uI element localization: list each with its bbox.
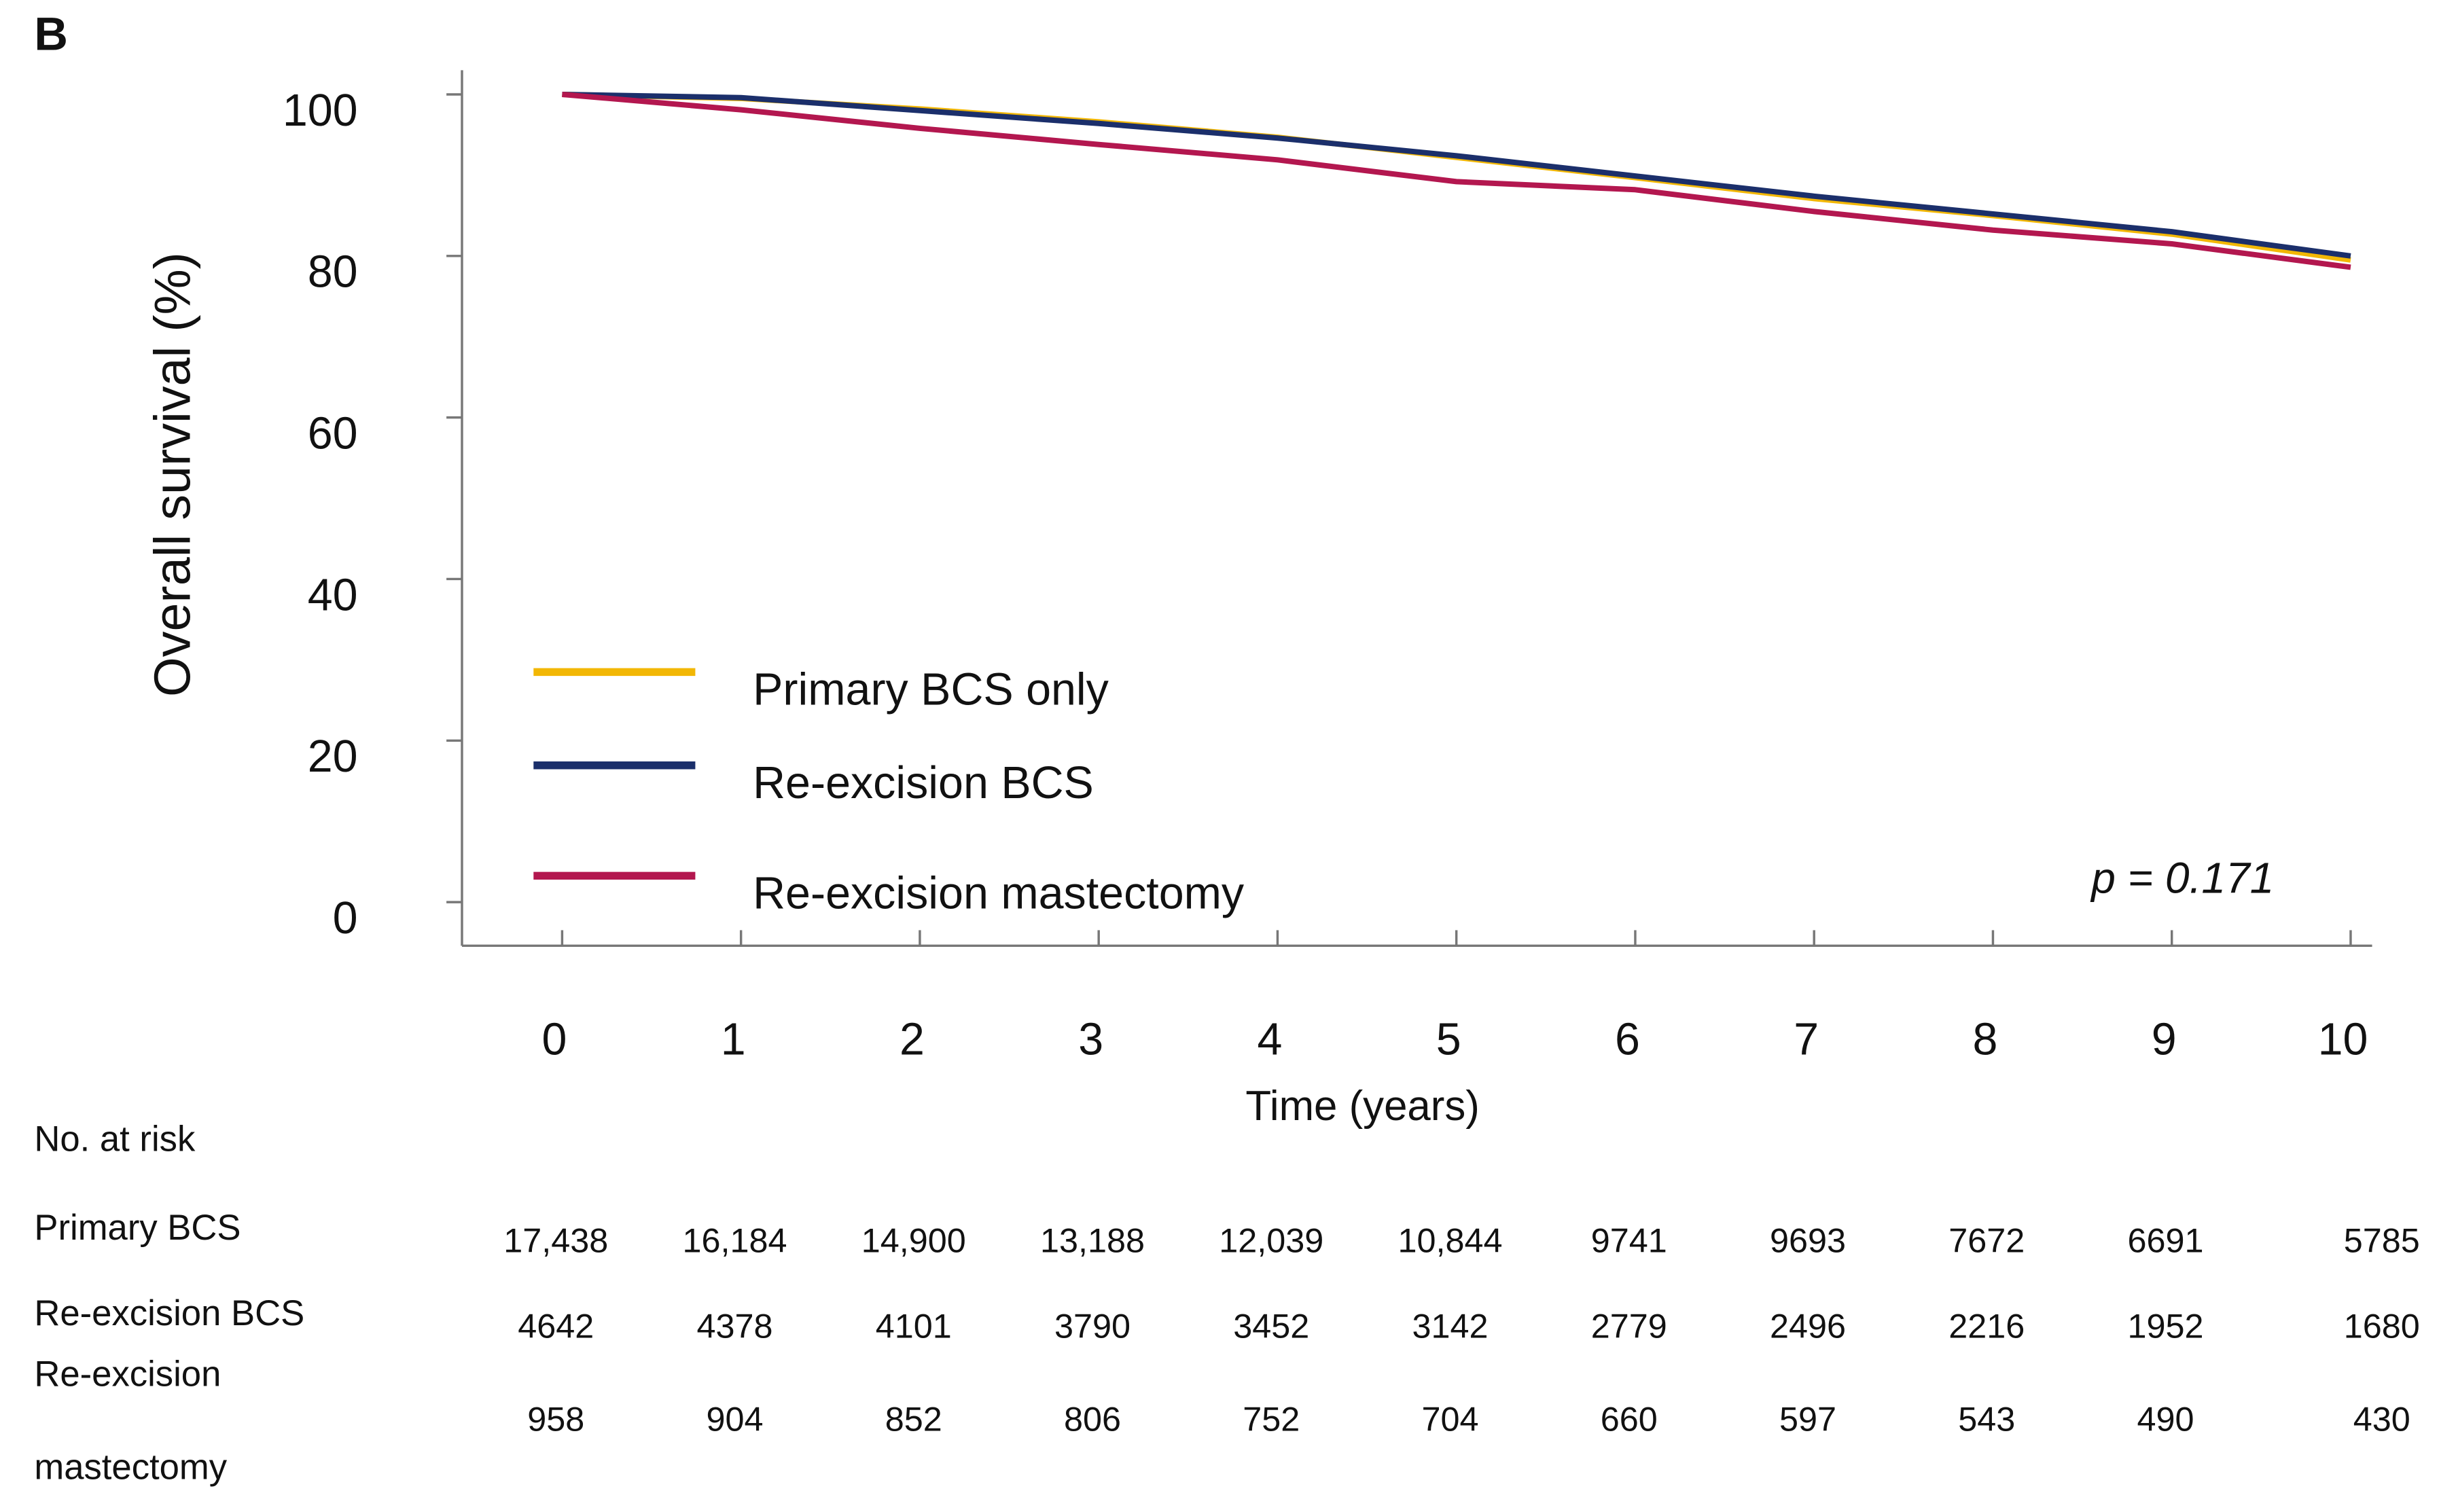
x-tick-label: 8 — [1973, 1015, 1998, 1065]
risk-count: 904 — [706, 1400, 763, 1439]
panel-label: B — [34, 8, 68, 60]
x-tick-label: 6 — [1615, 1015, 1640, 1065]
y-tick-label: 0 — [333, 893, 358, 943]
y-axis-label: Overall survival (%) — [144, 252, 201, 697]
x-tick-label: 7 — [1794, 1015, 1819, 1065]
risk-count: 597 — [1779, 1400, 1836, 1439]
risk-count: 660 — [1601, 1400, 1658, 1439]
x-tick-label: 9 — [2152, 1015, 2177, 1065]
risk-count: 9741 — [1591, 1221, 1667, 1259]
risk-count: 13,188 — [1040, 1221, 1145, 1259]
risk-count: 704 — [1422, 1400, 1479, 1439]
x-tick-label: 1 — [721, 1015, 746, 1065]
risk-count: 4101 — [876, 1306, 952, 1345]
y-tick-label: 20 — [308, 732, 358, 782]
x-tick-label: 3 — [1078, 1015, 1103, 1065]
risk-row-label: Re-excision — [34, 1354, 221, 1394]
risk-count: 3142 — [1412, 1306, 1489, 1345]
risk-row-label: Re-excision BCS — [34, 1293, 304, 1333]
risk-count: 12,039 — [1219, 1221, 1323, 1259]
risk-count: 490 — [2137, 1400, 2194, 1439]
survival-curve — [562, 91, 2351, 259]
risk-row-label: mastectomy — [34, 1447, 227, 1488]
risk-count: 4642 — [518, 1306, 594, 1345]
x-tick-label: 4 — [1258, 1015, 1283, 1065]
x-tick-label: 2 — [900, 1015, 925, 1065]
survival-curve — [562, 91, 2351, 270]
risk-count: 3452 — [1233, 1306, 1309, 1345]
risk-count: 6691 — [2128, 1221, 2204, 1259]
risk-count: 17,438 — [503, 1221, 608, 1259]
risk-count: 430 — [2353, 1400, 2410, 1439]
y-tick-label: 100 — [283, 86, 358, 136]
y-tick-label: 60 — [308, 408, 358, 458]
x-tick-label: 0 — [542, 1015, 567, 1065]
legend-label: Re-excision mastectomy — [753, 868, 1245, 918]
y-tick-label: 80 — [308, 247, 358, 298]
risk-count: 4378 — [696, 1306, 772, 1345]
risk-count: 9693 — [1770, 1221, 1846, 1259]
risk-row-label: Primary BCS — [34, 1208, 241, 1248]
y-tick-label: 40 — [308, 570, 358, 620]
risk-count: 852 — [885, 1400, 942, 1439]
risk-count: 10,844 — [1398, 1221, 1503, 1259]
risk-table-title: No. at risk — [34, 1119, 196, 1159]
risk-count: 806 — [1064, 1400, 1121, 1439]
x-tick-label: 10 — [2318, 1015, 2368, 1065]
risk-count: 543 — [1958, 1400, 2015, 1439]
risk-count: 5785 — [2344, 1221, 2420, 1259]
risk-count: 1952 — [2128, 1306, 2204, 1345]
risk-count: 2779 — [1591, 1306, 1667, 1345]
risk-count: 3790 — [1054, 1306, 1131, 1345]
x-tick-label: 5 — [1436, 1015, 1461, 1065]
p-value: p = 0.171 — [2090, 853, 2274, 902]
x-axis-label: Time (years) — [1245, 1083, 1479, 1130]
risk-count: 14,900 — [861, 1221, 966, 1259]
risk-count: 7672 — [1948, 1221, 2025, 1259]
risk-count: 1680 — [2344, 1306, 2420, 1345]
legend-label: Re-excision BCS — [753, 758, 1094, 808]
risk-count: 752 — [1243, 1400, 1300, 1439]
legend-label: Primary BCS only — [753, 664, 1109, 715]
risk-count: 2216 — [1948, 1306, 2025, 1345]
risk-count: 958 — [527, 1400, 584, 1439]
risk-count: 16,184 — [682, 1221, 787, 1259]
risk-count: 2496 — [1770, 1306, 1846, 1345]
